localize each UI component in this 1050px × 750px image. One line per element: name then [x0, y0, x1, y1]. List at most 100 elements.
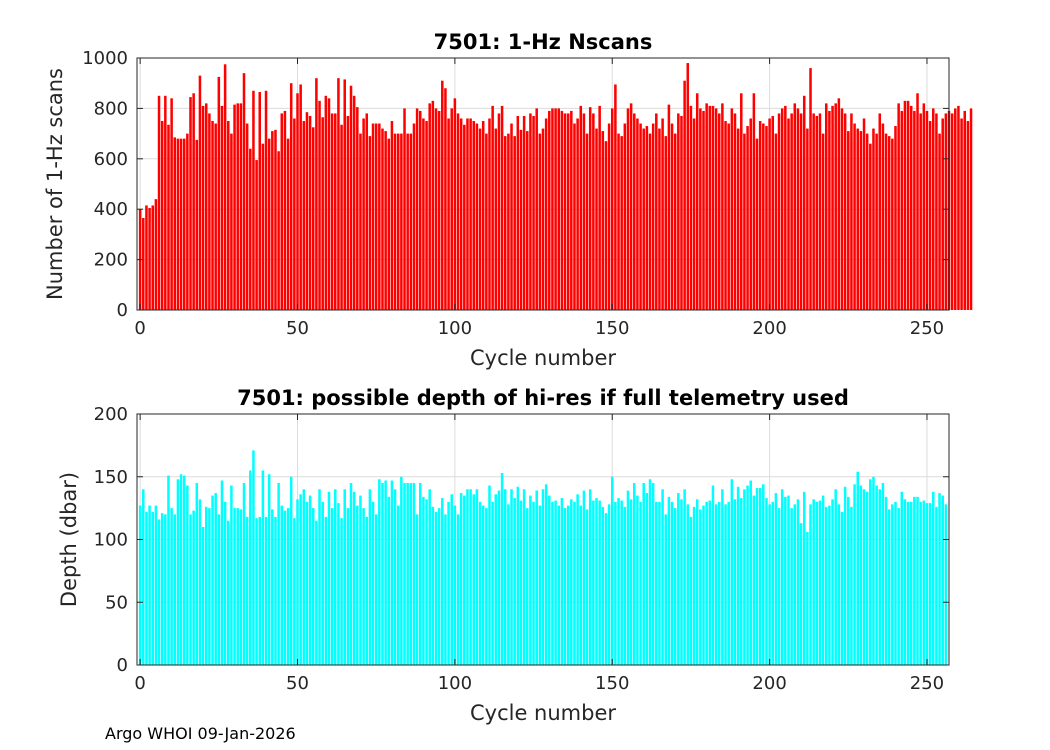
bar [311, 127, 315, 310]
bar [872, 476, 875, 665]
bar [932, 491, 935, 665]
bar [230, 485, 233, 665]
bar [840, 108, 844, 311]
bar [563, 113, 567, 310]
bar [869, 143, 872, 310]
bar [485, 508, 488, 665]
bar [843, 486, 847, 665]
bar [327, 491, 331, 665]
bar [708, 500, 712, 665]
bar [378, 123, 381, 311]
bar [661, 489, 664, 665]
bar [796, 499, 800, 665]
bar [453, 98, 457, 310]
bar [740, 498, 743, 665]
x-tick-label: 250 [910, 318, 944, 339]
bar [790, 508, 793, 665]
bar [374, 123, 378, 311]
bar [400, 133, 403, 310]
y-tick-label: 50 [105, 592, 128, 613]
bar [318, 489, 321, 665]
bar [154, 505, 158, 665]
bar [204, 506, 208, 665]
bar [151, 205, 154, 310]
bar [425, 499, 428, 665]
bar [302, 489, 306, 665]
bar [900, 110, 904, 310]
bar [349, 85, 353, 310]
bar [277, 151, 280, 310]
bar [588, 489, 592, 665]
bar [787, 495, 790, 665]
bar [944, 504, 948, 665]
bar [532, 115, 535, 311]
bar [299, 494, 302, 665]
bar [211, 495, 214, 665]
bar [494, 494, 498, 665]
bar [689, 105, 693, 310]
bar [875, 485, 878, 665]
bar [299, 84, 302, 311]
bar [648, 479, 652, 665]
nscans-panel: 0 50 100 150 200 250 0 200 400 600 800 1000 7501: 1-… [43, 30, 973, 370]
bar [919, 501, 922, 665]
bar [837, 504, 841, 665]
bar [714, 108, 718, 311]
bar [818, 113, 822, 310]
bar [755, 138, 759, 310]
bar [582, 113, 586, 310]
bar [922, 500, 926, 665]
bar [387, 496, 391, 665]
bar [371, 501, 375, 665]
bar [623, 123, 627, 311]
bar [554, 500, 557, 665]
bar [957, 105, 960, 310]
bar [431, 100, 435, 310]
bar [466, 118, 469, 310]
bar [267, 138, 271, 310]
bar [711, 485, 715, 665]
bar [255, 160, 258, 310]
bar [645, 126, 649, 310]
axes-box [136, 57, 950, 311]
bar [595, 498, 598, 665]
bar [148, 505, 151, 665]
bar [658, 128, 661, 310]
bar [352, 95, 356, 310]
bar [334, 113, 337, 310]
bar [780, 108, 784, 311]
bar [837, 98, 841, 310]
bar [418, 483, 422, 665]
bar [343, 489, 346, 665]
bar [201, 526, 205, 665]
bar [548, 110, 551, 310]
x-tick-label: 100 [438, 673, 472, 694]
bar [913, 496, 916, 665]
bar [730, 108, 734, 311]
bar [513, 136, 516, 310]
bar [208, 113, 211, 310]
bar [762, 123, 765, 311]
bar [481, 121, 485, 310]
bar [655, 113, 658, 310]
bar [264, 516, 268, 665]
bar [315, 78, 318, 310]
bar [513, 498, 516, 665]
bar [686, 504, 690, 665]
bar [815, 115, 819, 311]
bar [642, 483, 645, 665]
bar [677, 493, 680, 665]
bar [160, 121, 164, 310]
bar [494, 128, 498, 310]
bar [293, 118, 296, 310]
bar [283, 510, 287, 665]
bar [535, 108, 538, 311]
bar [651, 483, 655, 665]
bar [563, 508, 567, 665]
bar [233, 508, 236, 665]
bar [670, 123, 674, 311]
bar [692, 506, 696, 665]
bar [415, 514, 419, 665]
bar [324, 516, 328, 665]
